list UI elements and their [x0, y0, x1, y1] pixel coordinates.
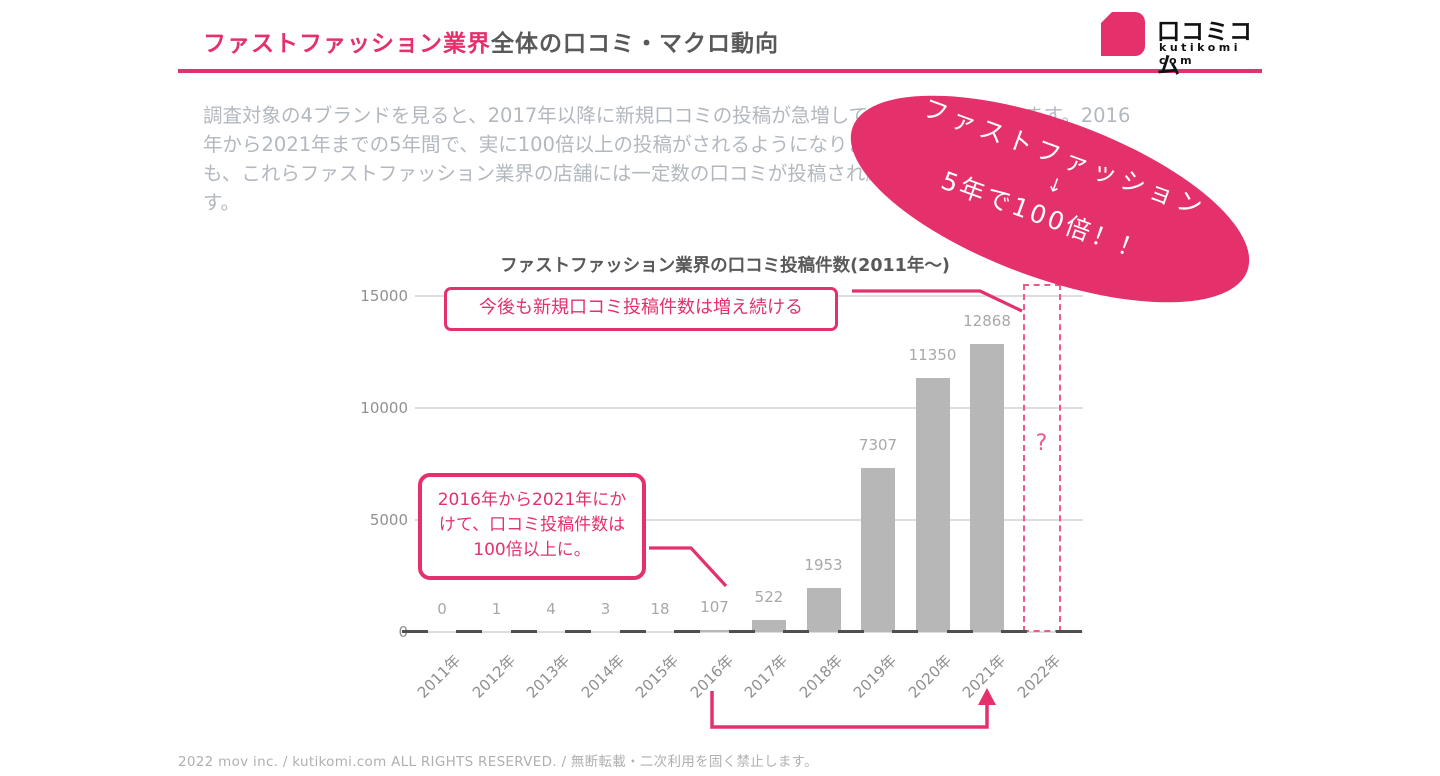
bar — [806, 588, 841, 632]
intro-line: す。 — [203, 191, 241, 214]
page-title: ファストファッション業界全体の口コミ・マクロ動向 — [203, 24, 779, 58]
page-title-highlight: ファストファッション業界 — [203, 31, 491, 57]
bar — [915, 377, 950, 632]
x-axis-category-label: 2021年 — [958, 651, 1010, 702]
x-axis-tick — [783, 630, 810, 633]
y-axis-tick-label: 0 — [348, 623, 408, 641]
callout-growth-line: 2016年から2021年にか — [437, 490, 627, 510]
page-title-rest: 全体の口コミ・マクロ動向 — [491, 31, 779, 57]
intro-line: も、これらファストファッション業界の店舗には一定数の口コミが投稿され続けると考え… — [203, 162, 1041, 185]
intro-line: 年から2021年までの5年間で、実に100倍以上の投稿がされるようになりました。… — [203, 133, 1034, 156]
logo-name: 口コミコム — [1157, 19, 1253, 79]
bar — [697, 629, 732, 632]
speech-bubble-icon — [1100, 11, 1145, 56]
callout-growth: 2016年から2021年にか けて、口コミ投稿件数は 100倍以上に。 — [418, 473, 646, 580]
x-axis-tick — [401, 630, 428, 633]
x-axis-tick — [619, 630, 646, 633]
x-axis-category-label: 2016年 — [686, 651, 737, 702]
bar-value-label: 1 — [491, 599, 502, 618]
callout-future-trend: 今後も新規口コミ投稿件数は増え続ける — [444, 287, 838, 331]
x-axis-category-label: 2017年 — [740, 651, 792, 702]
growth-connector-line — [649, 546, 728, 588]
bar-value-label: 4 — [546, 599, 556, 618]
bar — [752, 620, 786, 632]
x-axis-tick — [728, 630, 755, 633]
bar — [861, 468, 895, 632]
bar-value-label: 12868 — [963, 311, 1011, 330]
x-axis-category-label: 2013年 — [522, 651, 574, 702]
x-axis-tick — [892, 630, 919, 633]
x-axis-category-label: 2020年 — [904, 651, 955, 702]
bar-value-label: 522 — [754, 588, 784, 607]
copyright-footer: 2022 mov inc. / kutikomi.com ALL RIGHTS … — [178, 754, 818, 770]
bar-value-label: 0 — [437, 600, 447, 618]
x-axis-tick — [1055, 630, 1082, 633]
logo-subtext: kutikomi com — [1159, 41, 1241, 67]
bar-value-label: 107 — [700, 597, 729, 616]
callout-growth-line: 100倍以上に。 — [473, 540, 591, 560]
x-axis-category-label: 2022年 — [1013, 651, 1064, 702]
x-axis-category-label: 2012年 — [468, 651, 519, 702]
bar-value-label: 11350 — [908, 345, 957, 364]
bar-value-label: 18 — [650, 599, 670, 618]
x-axis-tick — [674, 630, 701, 633]
bar — [970, 343, 1004, 632]
bar-value-label: 1953 — [804, 556, 843, 575]
bar-value-label: 3 — [600, 599, 611, 618]
y-axis-tick-label: 10000 — [360, 399, 408, 417]
x-axis-tick — [510, 630, 537, 633]
x-axis-tick — [565, 630, 592, 633]
x-axis-category-label: 2011年 — [413, 651, 465, 702]
x-axis-category-label: 2019年 — [849, 651, 901, 702]
bar-value-label: 7307 — [858, 436, 898, 455]
future-question-mark: ? — [1035, 431, 1048, 456]
x-axis-tick — [946, 630, 973, 633]
y-axis-tick-label: 15000 — [360, 287, 408, 305]
x-axis-category-label: 2014年 — [577, 651, 628, 702]
future-connector-line — [852, 289, 1023, 313]
x-axis-category-label: 2018年 — [795, 651, 846, 702]
gridline — [415, 519, 1083, 521]
x-axis-tick — [837, 630, 864, 633]
x-axis-category-label: 2015年 — [631, 651, 683, 702]
x-axis-tick — [456, 630, 483, 633]
title-divider — [178, 69, 1262, 73]
chart-title: ファストファッション業界の口コミ投稿件数(2011年〜) — [500, 256, 950, 276]
y-axis-tick-label: 5000 — [369, 511, 408, 529]
x-axis-tick — [1001, 630, 1028, 633]
callout-growth-line: けて、口コミ投稿件数は — [438, 515, 626, 535]
kutikomi-logo: 口コミコム kutikomi com — [1100, 10, 1261, 79]
future-dashed-box: ? — [1022, 284, 1061, 632]
gridline — [415, 407, 1083, 409]
